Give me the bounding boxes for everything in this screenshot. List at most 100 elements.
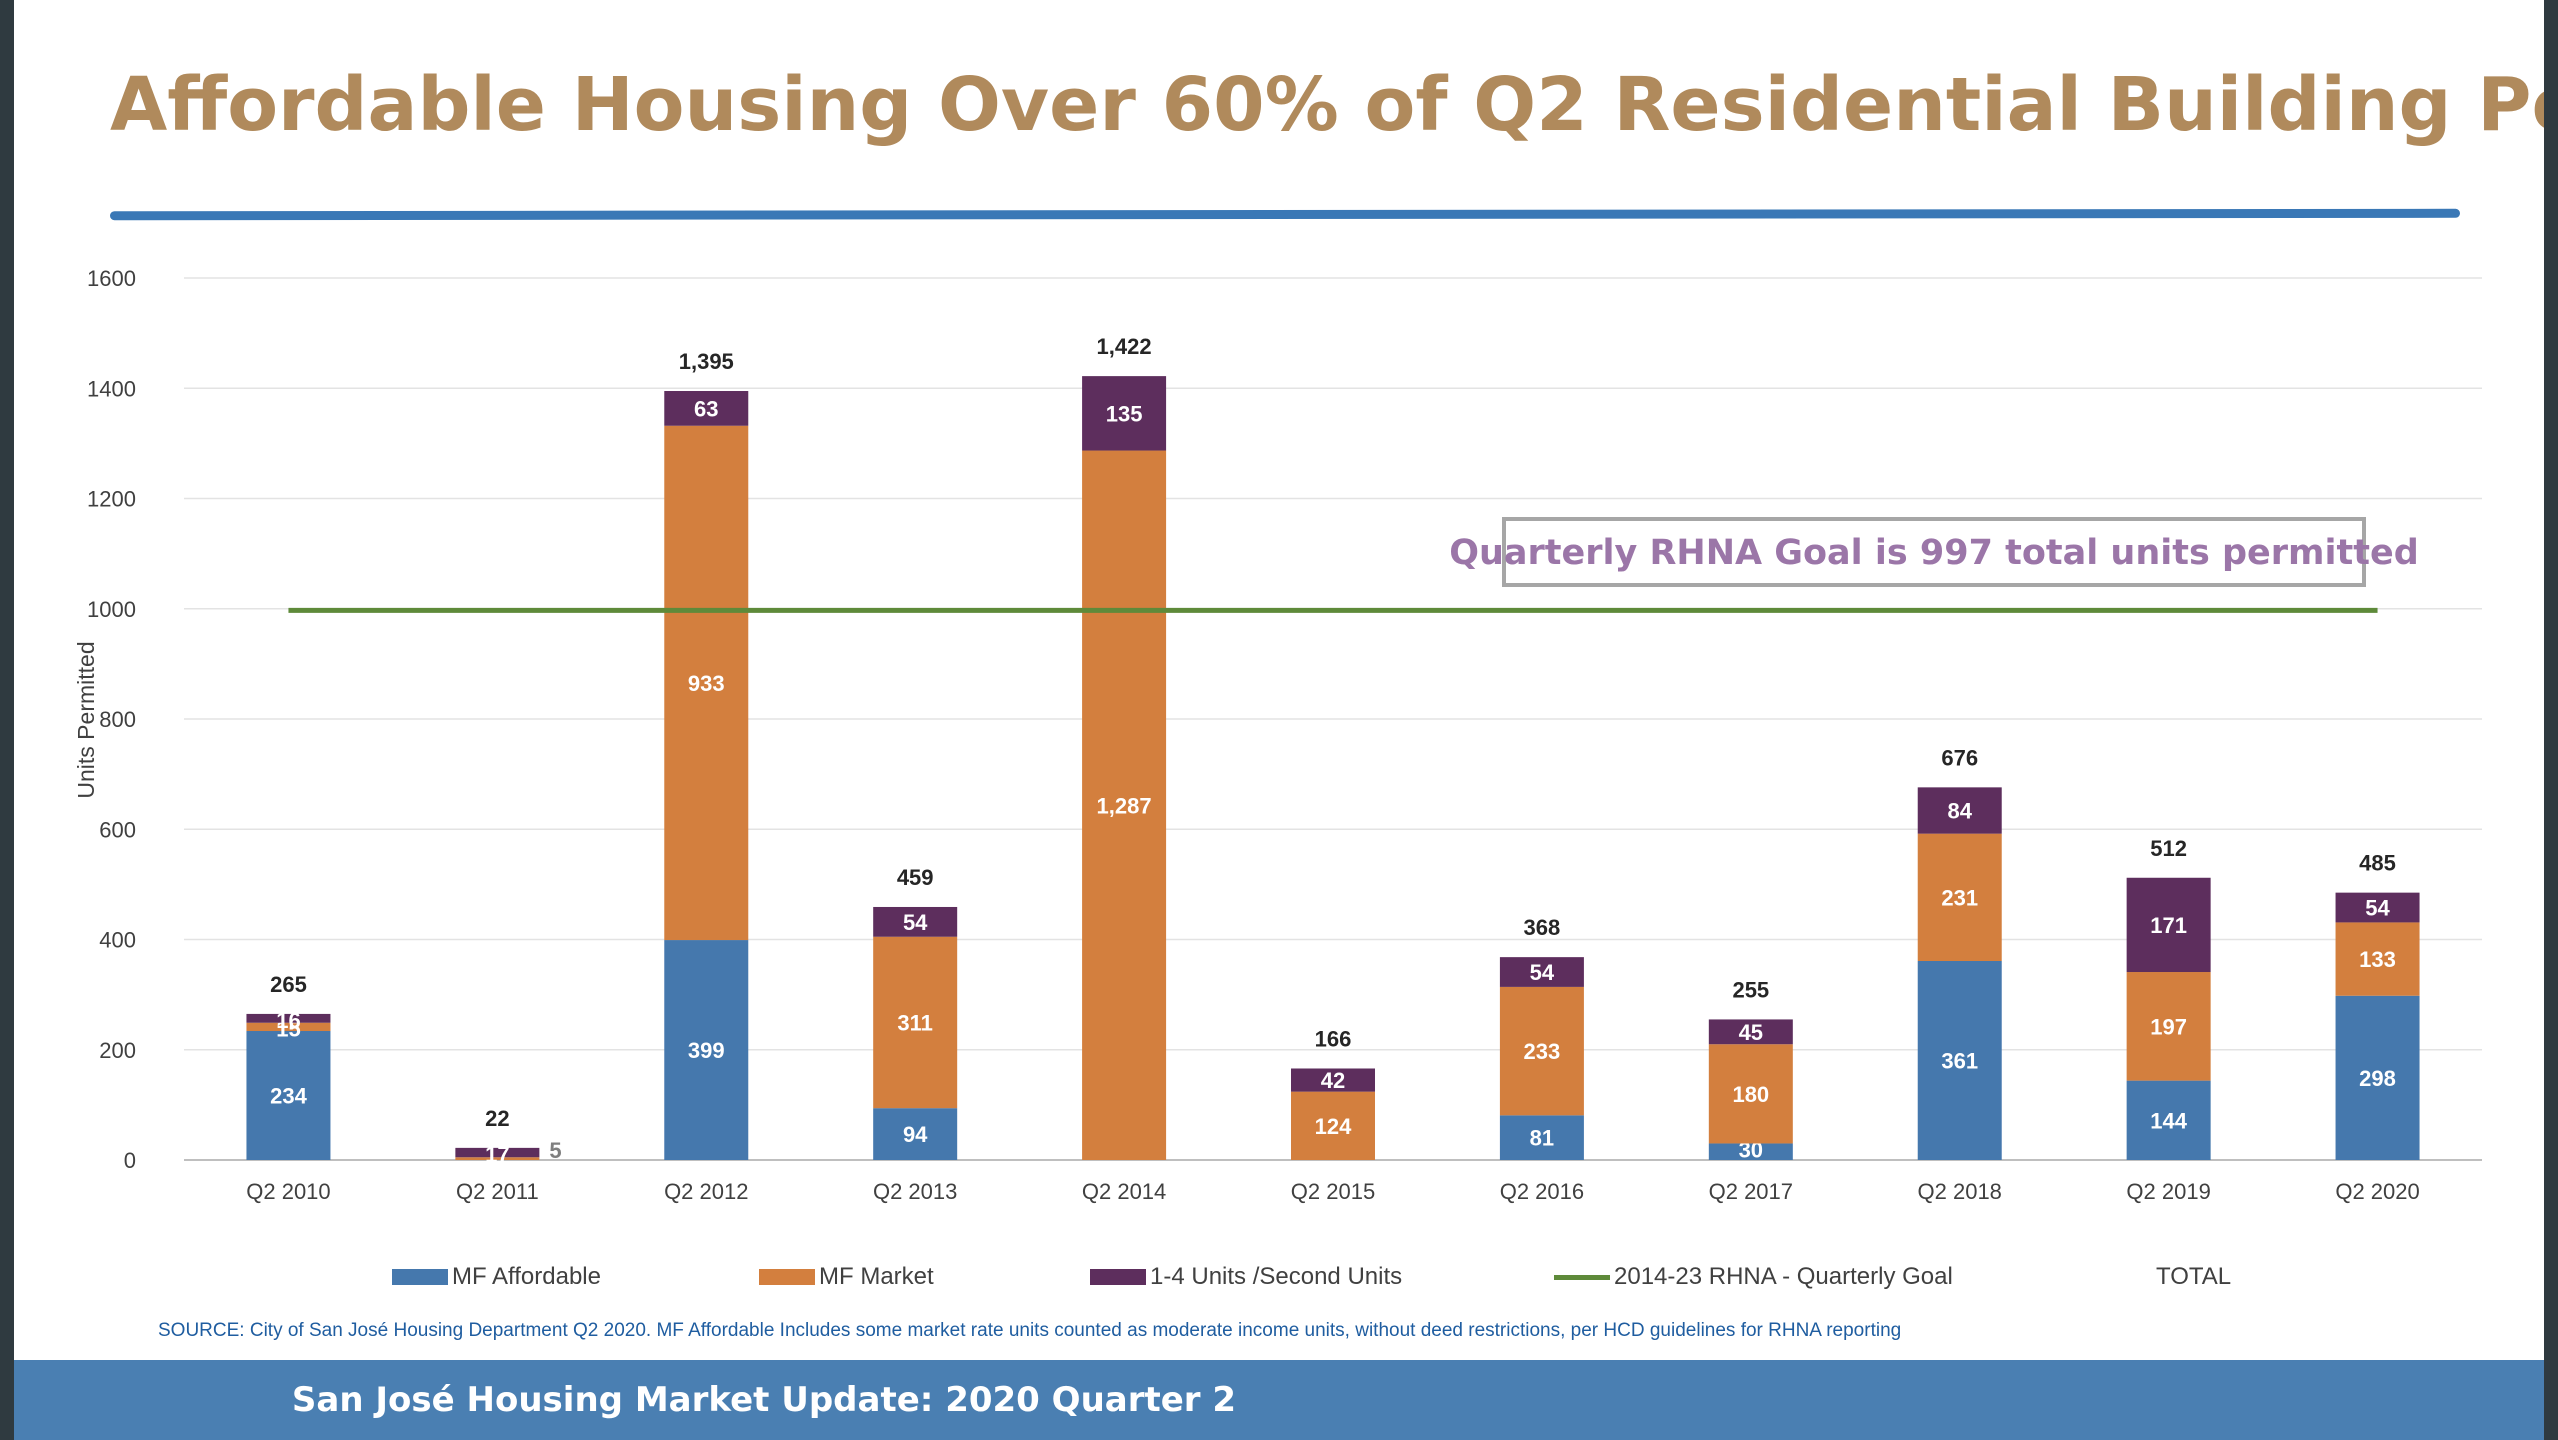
bar-segment-mf-affordable xyxy=(873,1108,958,1160)
legend-item-total: TOTAL xyxy=(2156,1262,2231,1292)
x-tick-label: Q2 2015 xyxy=(1291,1179,1375,1204)
bar-segment-mf-market xyxy=(1499,986,1584,1116)
legend-label-one-to-four-units: 1-4 Units /Second Units xyxy=(1150,1263,1403,1290)
total-label: 459 xyxy=(897,865,934,890)
y-tick-label: 800 xyxy=(99,707,136,732)
total-label: 485 xyxy=(2359,851,2396,876)
x-tick-label: Q2 2020 xyxy=(2335,1179,2419,1204)
data-label-mf-market: 180 xyxy=(1732,1082,1769,1107)
bar-segment-mf-market xyxy=(1082,450,1167,1160)
bar-segment-mf-market xyxy=(1917,833,2002,961)
bar-segment-one-to-four-units xyxy=(1082,376,1167,451)
bar-segment-one-to-four-units xyxy=(246,1013,331,1023)
x-tick-label: Q2 2013 xyxy=(873,1179,957,1204)
legend-item-mf-market: MF Market xyxy=(759,1262,934,1292)
y-tick-label: 200 xyxy=(99,1038,136,1063)
data-label-mf-market: 311 xyxy=(897,1010,933,1035)
bar-segment-one-to-four-units xyxy=(1291,1068,1375,1092)
bar-segment-mf-market xyxy=(873,936,958,1109)
x-tick-label: Q2 2011 xyxy=(456,1179,539,1204)
total-label: 676 xyxy=(1941,745,1978,770)
data-label-one-to-four-units: 54 xyxy=(2365,896,2390,921)
x-tick-label: Q2 2016 xyxy=(1500,1179,1584,1204)
bar-segment-mf-affordable xyxy=(2126,1080,2211,1160)
data-label-mf-affordable: 81 xyxy=(1530,1126,1554,1151)
y-axis-title: Units Permitted xyxy=(73,641,99,798)
x-tick-label: Q2 2019 xyxy=(2126,1179,2210,1204)
total-label: 1,395 xyxy=(679,349,734,374)
y-tick-label: 400 xyxy=(99,928,136,953)
bar-segment-one-to-four-units xyxy=(2126,877,2211,973)
data-label-mf-market: 133 xyxy=(2359,947,2396,972)
data-label-mf-affordable: 94 xyxy=(903,1122,928,1147)
data-label-mf-affordable: 144 xyxy=(2150,1108,2187,1133)
page-title: Affordable Housing Over 60% of Q2 Reside… xyxy=(110,62,2544,148)
slide: Affordable Housing Over 60% of Q2 Reside… xyxy=(14,0,2544,1440)
data-label-one-to-four-units: 135 xyxy=(1106,401,1143,426)
bar-segment-mf-market xyxy=(664,425,749,941)
legend-swatch-mf-affordable xyxy=(392,1269,448,1285)
bar-segment-mf-affordable xyxy=(246,1031,331,1160)
bar-segment-one-to-four-units xyxy=(1708,1019,1793,1045)
footer-title: San José Housing Market Update: 2020 Qua… xyxy=(291,1380,1237,1420)
legend-item-rhna-goal: 2014-23 RHNA - Quarterly Goal xyxy=(1554,1262,1953,1292)
bar-segment-mf-market xyxy=(455,1157,540,1160)
data-label-mf-affordable: 399 xyxy=(688,1038,725,1063)
annotation-box xyxy=(1502,517,2366,587)
bar-segment-mf-affordable xyxy=(1708,1143,1793,1160)
data-label-one-to-four-units: 45 xyxy=(1739,1020,1763,1045)
bar-segment-one-to-four-units xyxy=(2335,892,2420,923)
data-label-mf-market: 5 xyxy=(549,1138,561,1163)
bar-segment-mf-market xyxy=(246,1022,331,1032)
data-label-mf-market: 231 xyxy=(1941,885,1978,910)
bar-segment-mf-affordable xyxy=(2335,995,2420,1160)
bar-segment-mf-market xyxy=(1708,1044,1793,1144)
data-label-mf-market: 933 xyxy=(688,671,725,696)
bar-segment-one-to-four-units xyxy=(1499,957,1584,987)
stacked-bar-chart: 0 200 400 600 800 1000 1200 1400 1600 Units Permi… xyxy=(73,266,2482,1204)
bar-segment-one-to-four-units xyxy=(1917,787,2002,834)
total-label: 22 xyxy=(485,1106,509,1131)
bar-segment-mf-market xyxy=(2126,972,2211,1081)
bar-segment-one-to-four-units xyxy=(455,1147,540,1158)
y-tick-label: 0 xyxy=(124,1148,136,1173)
bar-segment-one-to-four-units xyxy=(873,906,958,937)
legend-label-rhna-goal: 2014-23 RHNA - Quarterly Goal xyxy=(1614,1263,1953,1290)
data-label-one-to-four-units: 17 xyxy=(485,1142,509,1167)
total-label: 1,422 xyxy=(1097,334,1152,359)
data-label-one-to-four-units: 16 xyxy=(276,1008,300,1033)
data-label-one-to-four-units: 54 xyxy=(903,910,928,935)
x-tick-label: Q2 2017 xyxy=(1709,1179,1793,1204)
bar-segment-mf-market xyxy=(2335,922,2420,996)
total-label: 166 xyxy=(1315,1026,1352,1051)
x-tick-label: Q2 2012 xyxy=(664,1179,748,1204)
y-tick-label: 600 xyxy=(99,817,136,842)
bar-segment-one-to-four-units xyxy=(664,391,749,426)
y-tick-label: 1000 xyxy=(87,597,136,622)
total-label: 368 xyxy=(1524,915,1561,940)
data-label-mf-affordable: 361 xyxy=(1941,1048,1978,1073)
x-tick-label: Q2 2010 xyxy=(246,1179,330,1204)
annotation-text: Quarterly RHNA Goal is 997 total units p… xyxy=(1449,533,2419,573)
total-label: 265 xyxy=(270,972,307,997)
bar-segment-mf-affordable xyxy=(664,940,749,1160)
data-label-mf-affordable: 298 xyxy=(2359,1066,2396,1091)
footer-bar xyxy=(14,1360,2544,1440)
legend-swatch-one-to-four-units xyxy=(1090,1269,1146,1285)
y-tick-label: 1200 xyxy=(87,487,136,512)
data-label-one-to-four-units: 63 xyxy=(694,396,718,421)
x-tick-label: Q2 2014 xyxy=(1082,1179,1166,1204)
legend-item-mf-affordable: MF Affordable xyxy=(392,1262,601,1292)
data-label-mf-affordable: 234 xyxy=(270,1084,307,1109)
legend-swatch-rhna-goal xyxy=(1554,1274,1610,1280)
total-label: 255 xyxy=(1732,977,1769,1002)
data-label-mf-market: 1,287 xyxy=(1097,793,1152,818)
total-label: 512 xyxy=(2150,836,2187,861)
data-label-one-to-four-units: 42 xyxy=(1321,1068,1345,1093)
bar-segment-mf-affordable xyxy=(1917,960,2002,1160)
data-label-one-to-four-units: 171 xyxy=(2150,913,2187,938)
bar-segment-mf-market xyxy=(1291,1091,1375,1160)
y-tick-label: 1600 xyxy=(87,266,136,291)
legend-swatch-mf-market xyxy=(759,1269,815,1285)
source-note: SOURCE: City of San José Housing Departm… xyxy=(158,1320,1902,1341)
